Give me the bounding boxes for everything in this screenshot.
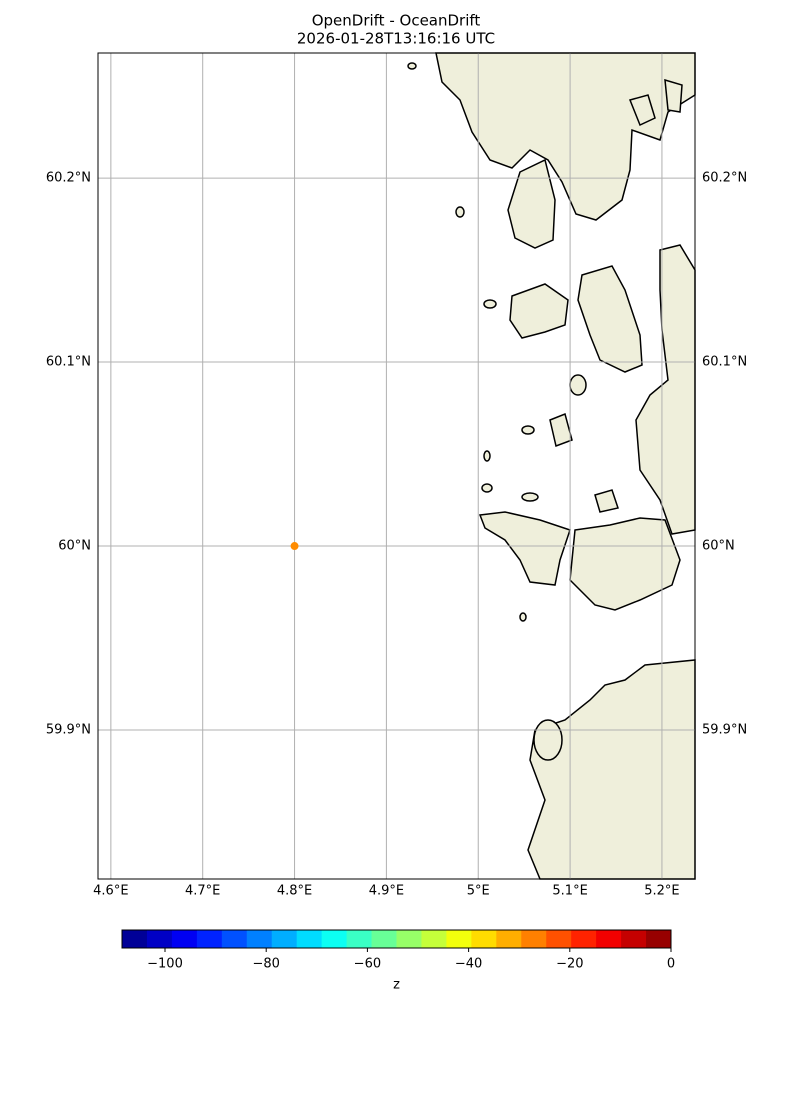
y-tick-label: 60°N	[58, 539, 91, 554]
map-frame	[97, 52, 696, 880]
islet	[483, 450, 491, 462]
colorbar-tick-label: −80	[252, 957, 279, 972]
colorbar-frame	[121, 929, 672, 949]
colorbar-band	[421, 930, 447, 948]
x-tick-label: 4.9°E	[369, 884, 404, 899]
colorbar-band	[621, 930, 647, 948]
colorbar-band	[571, 930, 597, 948]
x-tick-label: 4.6°E	[93, 884, 128, 899]
land-mass	[569, 517, 681, 611]
y-tick-label: 60.1°N	[702, 355, 747, 370]
land-mass	[628, 94, 656, 127]
colorbar-band	[321, 930, 348, 948]
y-tick-label: 60.1°N	[46, 355, 91, 370]
islet	[407, 62, 417, 70]
y-tick-label: 60.2°N	[702, 171, 747, 186]
islet	[455, 206, 465, 218]
islet	[521, 425, 535, 435]
land	[407, 52, 696, 880]
colorbar-band	[122, 930, 148, 948]
colorbar-band	[221, 930, 248, 948]
chart-title: OpenDrift - OceanDrift	[312, 12, 481, 30]
land-mass	[635, 244, 696, 535]
islet	[569, 374, 587, 396]
colorbar-band	[471, 930, 497, 948]
colorbar-band	[196, 930, 223, 948]
y-tick-label: 60.2°N	[46, 171, 91, 186]
islet	[519, 612, 527, 622]
colorbar-band	[371, 930, 397, 948]
colorbar-band	[171, 930, 198, 948]
x-tick-label: 4.8°E	[277, 884, 312, 899]
colorbar-tick-label: −60	[354, 957, 381, 972]
land-mass	[577, 265, 643, 373]
islet	[533, 719, 563, 761]
islet	[521, 492, 539, 502]
y-tick-label: 59.9°N	[702, 722, 747, 737]
colorbar-band	[296, 930, 323, 948]
colorbar-band	[396, 930, 422, 948]
land-mass	[664, 78, 683, 113]
land-mass	[549, 412, 573, 448]
land-mass	[527, 659, 696, 880]
land-mass	[507, 158, 556, 249]
islet	[483, 299, 497, 309]
chart-subtitle: 2026-01-28T13:16:16 UTC	[297, 30, 495, 48]
x-tick-label: 5.1°E	[552, 884, 587, 899]
land-mass	[435, 52, 696, 221]
colorbar-band	[596, 930, 622, 948]
colorbar-band	[521, 930, 547, 948]
land-mass	[478, 511, 571, 586]
colorbar-band	[346, 930, 373, 948]
particle	[290, 542, 299, 551]
x-tick-label: 4.7°E	[185, 884, 220, 899]
colorbar-label: z	[393, 978, 400, 993]
islet	[481, 483, 493, 493]
colorbar-band	[646, 930, 672, 948]
colorbar-tick-label: 0	[667, 957, 675, 972]
colorbar-band	[546, 930, 572, 948]
land-mass	[594, 489, 619, 513]
colorbar-tick-label: −20	[556, 957, 583, 972]
colorbar-band	[271, 930, 298, 948]
colorbar-tick-label: −40	[455, 957, 482, 972]
y-tick-label: 60°N	[702, 539, 735, 554]
colorbar-band	[496, 930, 522, 948]
land-mass	[509, 283, 569, 339]
x-tick-label: 5.2°E	[644, 884, 679, 899]
colorbar-band	[246, 930, 273, 948]
x-tick-label: 5°E	[467, 884, 490, 899]
colorbar-band	[146, 930, 173, 948]
colorbar-band	[446, 930, 472, 948]
colorbar-tick-label: −100	[147, 957, 183, 972]
y-tick-label: 59.9°N	[46, 722, 91, 737]
